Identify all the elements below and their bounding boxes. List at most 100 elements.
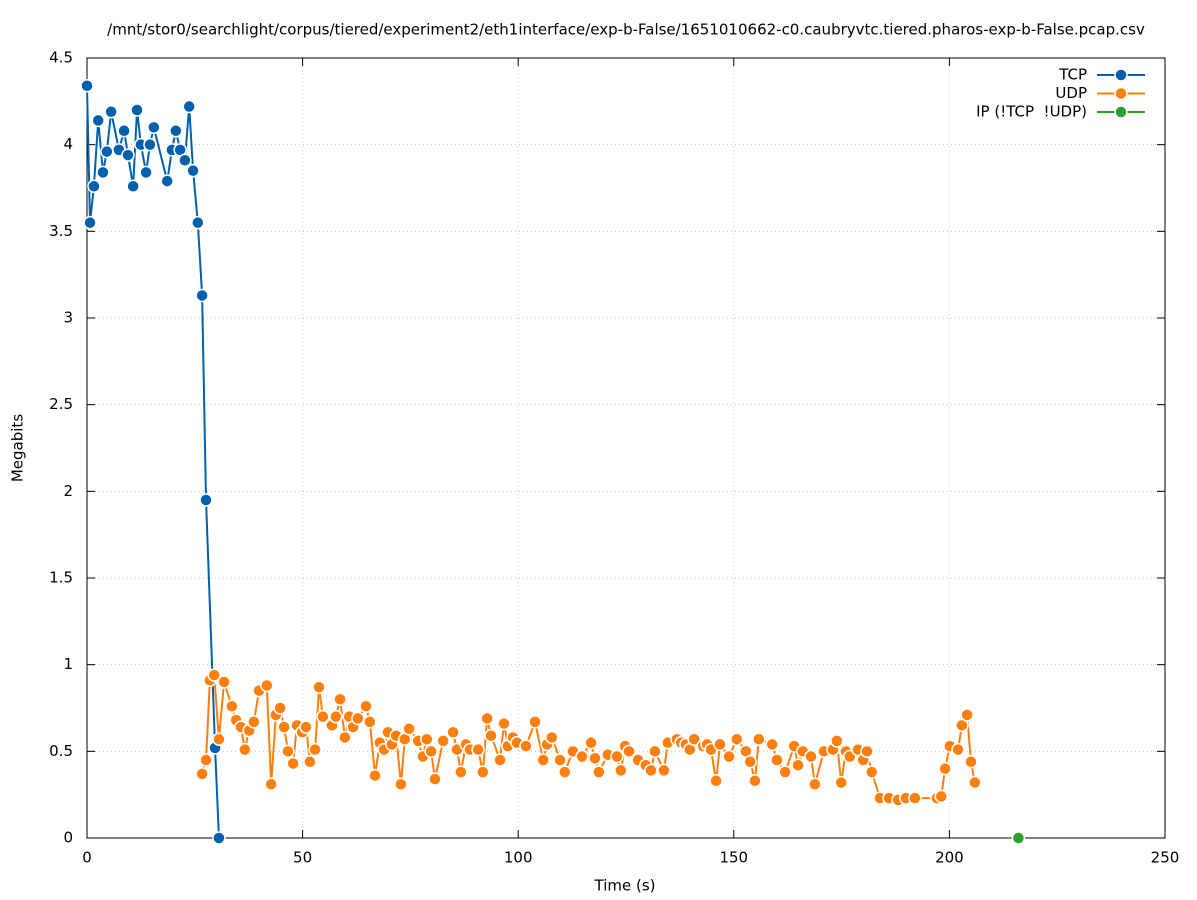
data-point (96, 165, 110, 180)
data-point (264, 777, 278, 792)
data-point (558, 765, 572, 779)
data-point (588, 751, 602, 766)
data-point (80, 78, 94, 93)
data-point (217, 675, 231, 689)
x-tick-label: 0 (82, 849, 92, 867)
data-point (476, 765, 490, 779)
y-axis-label: Megabits (9, 414, 27, 482)
data-point (195, 767, 209, 781)
data-point (199, 493, 213, 507)
data-point (160, 174, 174, 188)
data-point (743, 754, 757, 769)
data-point (454, 765, 468, 779)
data-point (545, 730, 559, 745)
data-point (428, 772, 442, 786)
chart-title: /mnt/stor0/searchlight/corpus/tiered/exp… (107, 21, 1145, 39)
data-point (471, 742, 485, 757)
data-point (519, 739, 533, 753)
legend-marker (1114, 68, 1128, 82)
legend-marker (1114, 105, 1128, 119)
data-point (424, 744, 438, 759)
data-point (497, 716, 511, 731)
y-tick-label: 3.5 (49, 222, 73, 240)
data-point (329, 709, 343, 724)
data-point (592, 765, 606, 779)
data-point (553, 753, 567, 767)
data-point (100, 144, 114, 159)
data-point (713, 737, 727, 752)
data-point (934, 789, 948, 804)
data-point (260, 678, 274, 693)
data-point (126, 179, 140, 194)
data-point (536, 753, 550, 767)
data-point (316, 709, 330, 724)
data-point (207, 668, 221, 682)
y-tick-label: 0 (63, 829, 73, 847)
data-point (951, 742, 965, 757)
x-tick-label: 150 (719, 849, 748, 867)
data-point (860, 744, 874, 759)
data-point (804, 749, 818, 764)
data-point (273, 701, 287, 715)
y-tick-label: 1.5 (49, 569, 73, 587)
data-point (770, 753, 784, 767)
data-point (778, 765, 792, 779)
y-tick-label: 4.5 (49, 49, 73, 67)
data-point (83, 215, 97, 230)
data-point (528, 715, 542, 729)
data-point (480, 711, 494, 726)
data-point (277, 720, 291, 734)
data-point (791, 758, 805, 772)
data-point (212, 831, 226, 845)
data-point (87, 179, 101, 194)
data-point (130, 103, 144, 117)
x-tick-label: 50 (293, 849, 312, 867)
legend-label: UDP (1055, 84, 1087, 102)
y-tick-label: 4 (63, 135, 73, 153)
data-point (614, 763, 628, 778)
data-point (368, 768, 382, 783)
legend-label: IP (!TCP !UDP) (976, 103, 1087, 121)
data-point (359, 699, 373, 714)
data-point (139, 165, 153, 180)
data-point (117, 124, 131, 138)
data-point (748, 774, 762, 788)
data-point (709, 774, 723, 788)
data-point (865, 765, 879, 779)
data-point (147, 120, 161, 135)
data-point (363, 715, 377, 729)
legend-label: TCP (1058, 66, 1087, 84)
data-point (575, 749, 589, 764)
data-point (199, 753, 213, 767)
data-point (238, 742, 252, 757)
data-point (644, 763, 658, 778)
data-point (834, 775, 848, 790)
data-point (394, 777, 408, 792)
data-point (169, 124, 183, 138)
data-point (247, 715, 261, 729)
data-point (622, 744, 636, 759)
data-point (484, 728, 498, 743)
data-point (657, 763, 671, 778)
data-point (351, 711, 365, 726)
data-point (610, 749, 624, 764)
data-point (808, 777, 822, 792)
data-point (1011, 831, 1026, 845)
data-point (722, 749, 736, 764)
legend-marker (1114, 86, 1128, 101)
data-point (648, 744, 662, 759)
y-tick-label: 1 (63, 655, 73, 673)
y-tick-label: 2 (63, 482, 73, 500)
data-point (195, 288, 209, 303)
data-point (908, 791, 922, 805)
data-point (333, 692, 347, 707)
data-point (225, 699, 239, 714)
x-tick-label: 200 (935, 849, 964, 867)
data-point (964, 754, 978, 769)
data-point (121, 148, 135, 162)
data-point (446, 725, 460, 740)
data-point (402, 722, 416, 736)
data-point (281, 744, 295, 759)
plot-border (86, 57, 1166, 839)
